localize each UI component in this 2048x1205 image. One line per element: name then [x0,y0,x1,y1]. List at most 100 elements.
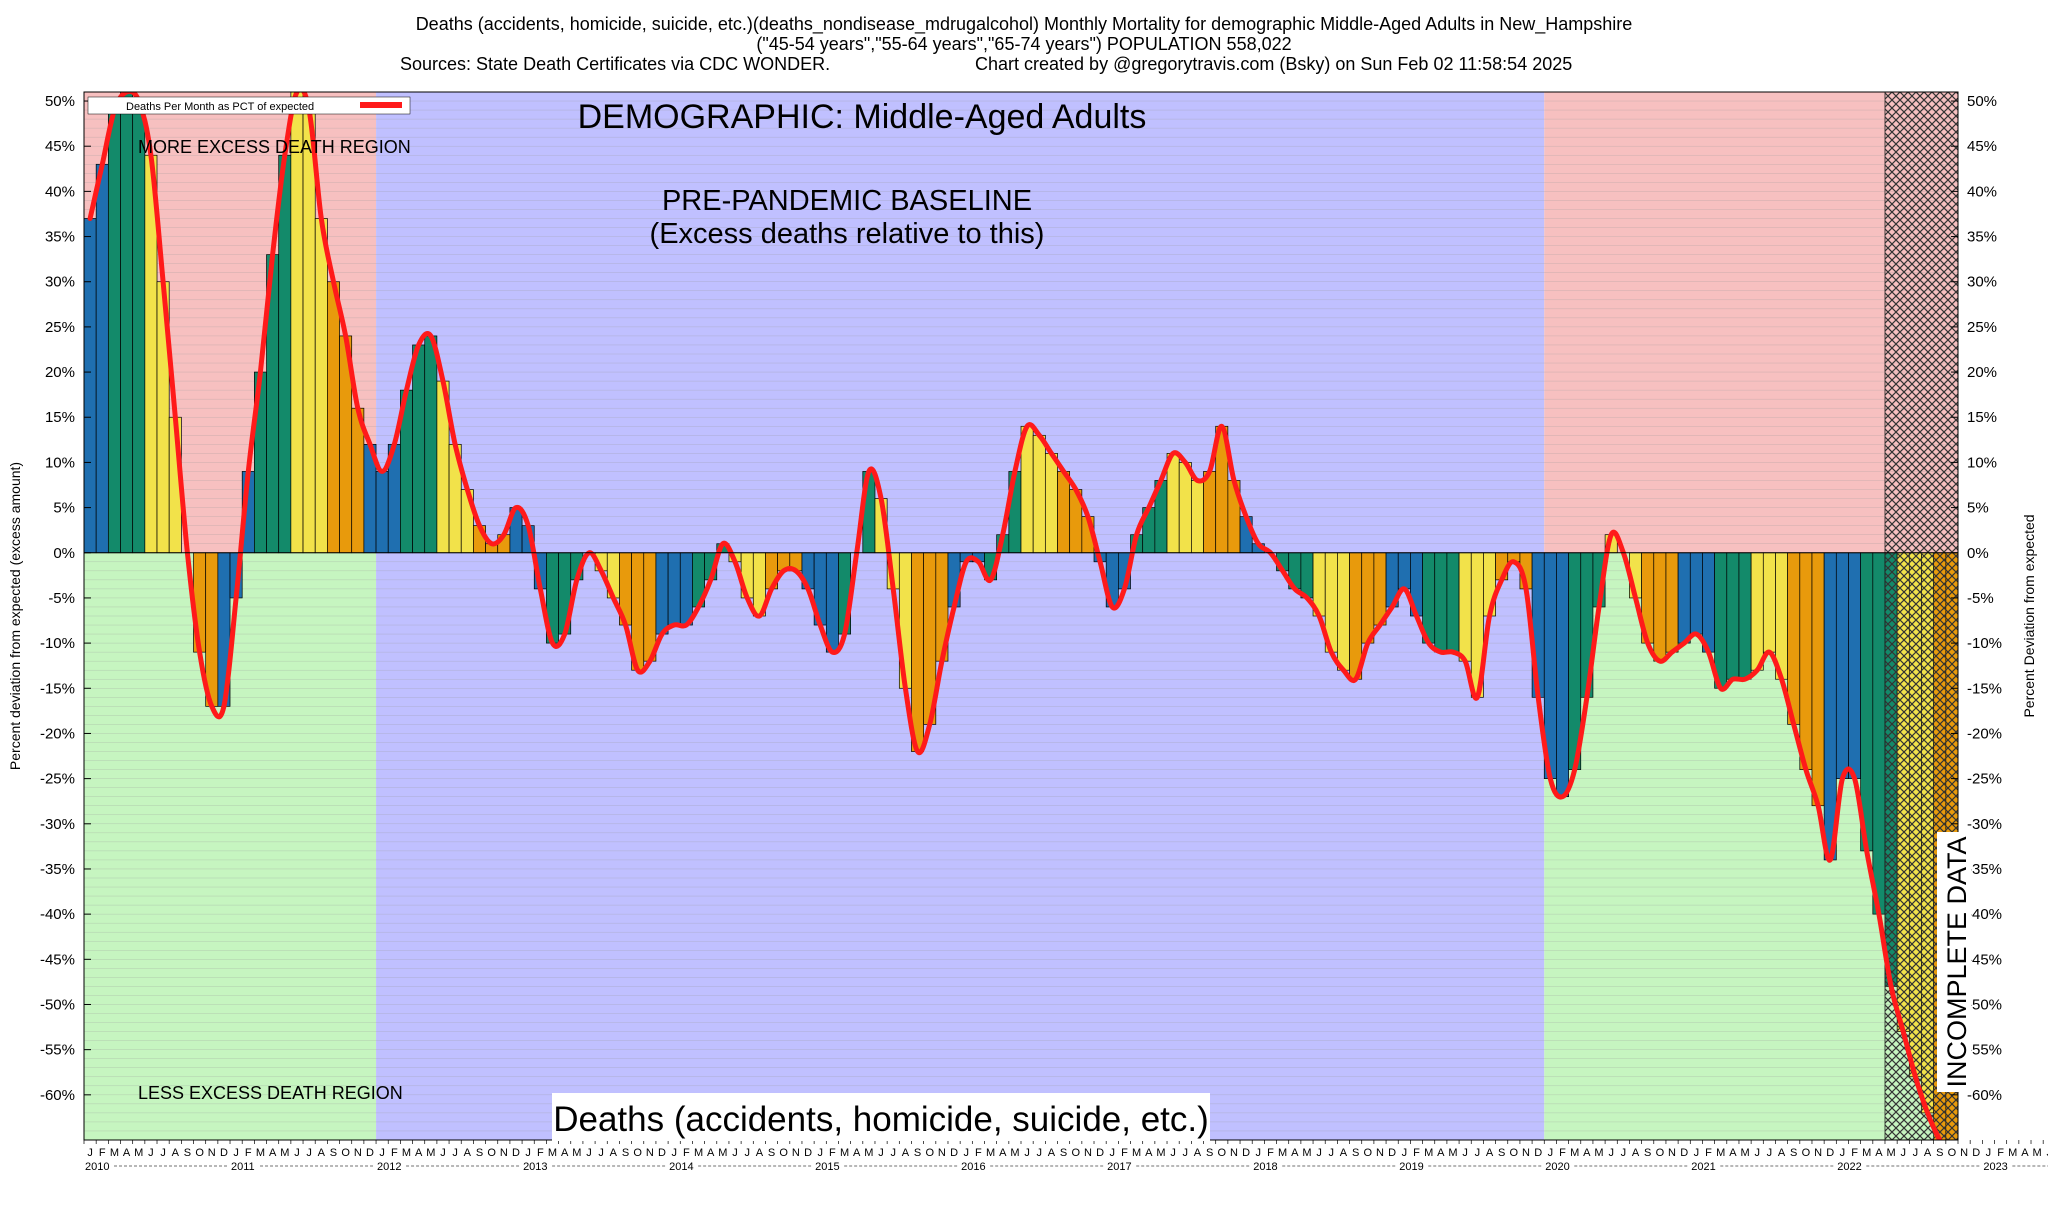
month-label: A [1583,1147,1591,1159]
month-label: J [1462,1147,1468,1159]
bar-2021-6 [1750,552,1764,671]
month-label: J [1037,1147,1043,1159]
month-label: J [1329,1147,1335,1159]
month-label: F [99,1147,106,1159]
month-label: A [1437,1147,1445,1159]
y-tick-label-right: 25% [1967,319,1997,336]
bar-2022-1 [1835,552,1849,779]
month-label: J [1767,1147,1773,1159]
month-label: D [1388,1147,1396,1159]
trend-line [87,92,1943,1140]
month-label: D [1534,1147,1542,1159]
y-tick-label-left: 40% [45,183,75,200]
cause-title-background [552,1093,1210,1141]
bar-2020-10 [1653,552,1667,662]
y-tick-label-right: 0% [1967,545,1989,562]
month-label: A [269,1147,277,1159]
month-label: N [1814,1147,1822,1159]
month-label: N [1668,1147,1676,1159]
month-label: J [1754,1147,1760,1159]
bar-2011-8 [314,218,328,554]
month-label: J [1900,1147,1906,1159]
month-label: M [986,1147,995,1159]
month-label: N [1376,1147,1384,1159]
bar-2012-5 [424,335,438,554]
demographic-title: DEMOGRAPHIC: Middle-Aged Adults [578,98,1147,136]
month-label: J [890,1147,896,1159]
year-label: 2017 [1107,1161,1131,1173]
bar-2012-1 [375,471,389,554]
y-axis-label-right: Percent Deviation from expected [2021,514,2037,717]
bar-2021-12 [1823,552,1837,861]
bar-2021-1 [1689,552,1703,635]
month-label: N [354,1147,362,1159]
month-label: M [572,1147,581,1159]
bar-2021-5 [1738,552,1752,680]
month-label: D [366,1147,374,1159]
bar-2011-7 [302,109,316,554]
year-label: 2011 [231,1161,255,1173]
month-label: O [1802,1147,1811,1159]
month-label: M [280,1147,289,1159]
bar-2016-8 [1044,453,1058,554]
month-label: A [1194,1147,1202,1159]
bar-2015-2 [825,552,839,653]
bar-2016-9 [1057,471,1071,554]
y-tick-label-right: -45% [1967,951,2002,968]
month-label: J [148,1147,154,1159]
month-label: A [464,1147,472,1159]
bar-2010-4 [120,92,134,554]
month-label: O [1948,1147,1957,1159]
y-tick-label-right: 30% [1967,274,1997,291]
month-label: D [804,1147,812,1159]
month-label: A [902,1147,910,1159]
year-label: 2023 [1983,1161,2007,1173]
year-label: 2014 [669,1161,693,1173]
y-tick-label-right: -5% [1967,590,1994,607]
month-label: F [1705,1147,1712,1159]
month-label: D [220,1147,228,1159]
less-excess-label: LESS EXCESS DEATH REGION [138,1083,403,1103]
month-label: F [391,1147,398,1159]
month-label: S [476,1147,483,1159]
month-label: A [707,1147,715,1159]
legend-box [87,96,411,115]
y-tick-label-right: 20% [1967,364,1997,381]
month-label: J [1608,1147,1614,1159]
month-label: S [1936,1147,1943,1159]
y-tick-label-left: 50% [45,93,75,110]
y-tick-label-right: -40% [1967,906,2002,923]
month-label: A [1875,1147,1883,1159]
month-label: J [1986,1147,1992,1159]
month-label: N [208,1147,216,1159]
month-label: J [732,1147,738,1159]
month-label: A [415,1147,423,1159]
bar-2022-4 [1872,552,1886,915]
y-tick-label-right: -50% [1967,996,2002,1013]
bar-2021-4 [1726,552,1740,680]
bar-2020-12 [1677,552,1691,644]
bar-2013-12 [655,552,669,635]
bar-2017-6 [1166,453,1180,554]
month-label: D [1096,1147,1104,1159]
month-label: J [1694,1147,1700,1159]
month-label: A [1632,1147,1640,1159]
y-tick-label-right: 45% [1967,138,1997,155]
month-label: J [1548,1147,1554,1159]
bar-2020-2 [1556,552,1569,798]
y-tick-label-right: 15% [1967,409,1997,426]
month-label: J [1402,1147,1408,1159]
bar-2021-11 [1811,552,1825,807]
month-label: M [1010,1147,1019,1159]
baseline-title: PRE-PANDEMIC BASELINE [662,185,1032,217]
month-label: N [792,1147,800,1159]
month-label: J [1110,1147,1116,1159]
month-label: A [1340,1147,1348,1159]
bar-2010-2 [95,163,109,554]
chart-credit: Chart created by @gregorytravis.com (Bsk… [975,54,1572,74]
month-label: J [1170,1147,1176,1159]
month-label: D [950,1147,958,1159]
month-label: F [1997,1147,2004,1159]
bar-2021-10 [1799,552,1813,770]
